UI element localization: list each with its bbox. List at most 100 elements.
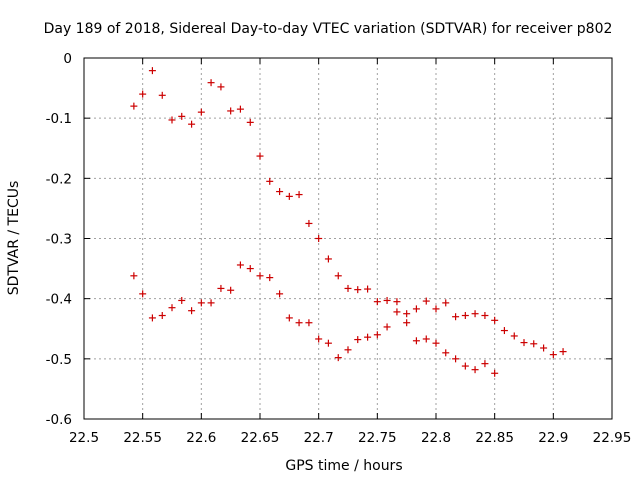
data-point: [285, 192, 293, 200]
data-point: [344, 346, 352, 354]
data-point: [403, 319, 411, 327]
data-point: [471, 366, 479, 374]
data-point: [256, 152, 264, 160]
x-tick-label: 22.6: [186, 430, 216, 446]
x-axis-label: GPS time / hours: [285, 458, 402, 474]
y-tick-label: -0.4: [46, 292, 72, 308]
data-point: [246, 265, 254, 273]
axis-ticks: [83, 57, 613, 420]
x-tick-label: 22.85: [475, 430, 514, 446]
data-point: [481, 360, 489, 368]
data-point: [540, 344, 548, 352]
x-tick-label: 22.55: [123, 430, 162, 446]
data-point: [207, 299, 215, 307]
data-point: [276, 188, 284, 196]
data-point: [412, 337, 420, 345]
data-point: [207, 79, 215, 87]
data-point: [559, 348, 567, 356]
data-point: [295, 191, 303, 199]
data-point: [295, 319, 303, 327]
data-point: [315, 335, 323, 343]
x-tick-label: 22.65: [241, 430, 280, 446]
x-tick-label: 22.8: [421, 430, 451, 446]
data-point: [148, 314, 156, 322]
data-point: [246, 118, 254, 126]
data-point: [139, 290, 147, 298]
data-point: [354, 286, 362, 294]
data-point: [549, 351, 557, 359]
data-point: [305, 319, 313, 327]
data-point: [393, 308, 401, 316]
data-point: [227, 286, 235, 294]
data-point: [364, 285, 372, 293]
data-point: [373, 298, 381, 306]
data-point: [168, 304, 176, 312]
chart-title: Day 189 of 2018, Sidereal Day-to-day VTE…: [44, 21, 613, 37]
plot-frame: [83, 57, 613, 420]
data-point: [442, 349, 450, 357]
data-point: [461, 312, 469, 320]
data-point: [305, 219, 313, 227]
data-point: [334, 272, 342, 280]
data-point: [461, 362, 469, 370]
data-point: [285, 314, 293, 322]
data-point: [139, 90, 147, 98]
data-point: [520, 339, 528, 347]
grid-lines: [84, 58, 612, 419]
y-tick-label: -0.1: [46, 111, 72, 127]
data-point: [334, 354, 342, 362]
data-point: [432, 339, 440, 347]
data-point: [324, 255, 332, 263]
data-point: [324, 339, 332, 347]
data-point: [500, 327, 508, 335]
data-point: [256, 272, 264, 280]
data-point: [432, 305, 440, 313]
data-point: [276, 290, 284, 298]
data-point: [412, 305, 420, 313]
data-point: [383, 323, 391, 331]
data-point: [158, 312, 166, 320]
y-tick-labels: 0 -0.1 -0.2 -0.3 -0.4 -0.5 -0.6: [46, 51, 72, 428]
data-points: [130, 67, 567, 377]
x-tick-label: 22.95: [593, 430, 632, 446]
data-point: [442, 299, 450, 307]
data-point: [236, 105, 244, 113]
data-point: [452, 313, 460, 321]
data-point: [197, 299, 205, 307]
data-point: [491, 369, 499, 377]
data-point: [130, 272, 138, 280]
data-point: [403, 310, 411, 318]
y-tick-label: -0.3: [46, 232, 72, 248]
data-point: [148, 67, 156, 75]
data-point: [510, 332, 518, 340]
x-tick-label: 22.5: [69, 430, 99, 446]
y-tick-label: -0.2: [46, 171, 72, 187]
y-tick-label: -0.6: [46, 412, 72, 428]
data-point: [481, 312, 489, 320]
data-point: [217, 83, 225, 91]
data-point: [452, 355, 460, 363]
x-tick-label: 22.9: [538, 430, 568, 446]
data-point: [422, 297, 430, 305]
x-tick-label: 22.7: [304, 430, 334, 446]
data-point: [530, 340, 538, 348]
data-point: [130, 102, 138, 110]
data-point: [236, 261, 244, 269]
data-point: [178, 112, 186, 120]
data-point: [227, 107, 235, 115]
y-axis-label: SDTVAR / TECUs: [6, 181, 22, 296]
x-tick-label: 22.75: [358, 430, 397, 446]
data-point: [354, 336, 362, 344]
data-point: [266, 274, 274, 282]
data-point: [344, 284, 352, 292]
data-point: [383, 296, 391, 304]
data-point: [158, 91, 166, 99]
data-point: [373, 331, 381, 339]
data-point: [168, 116, 176, 124]
data-point: [197, 108, 205, 116]
data-point: [217, 284, 225, 292]
data-point: [188, 307, 196, 315]
y-tick-label: 0: [63, 51, 72, 67]
data-point: [315, 235, 323, 242]
